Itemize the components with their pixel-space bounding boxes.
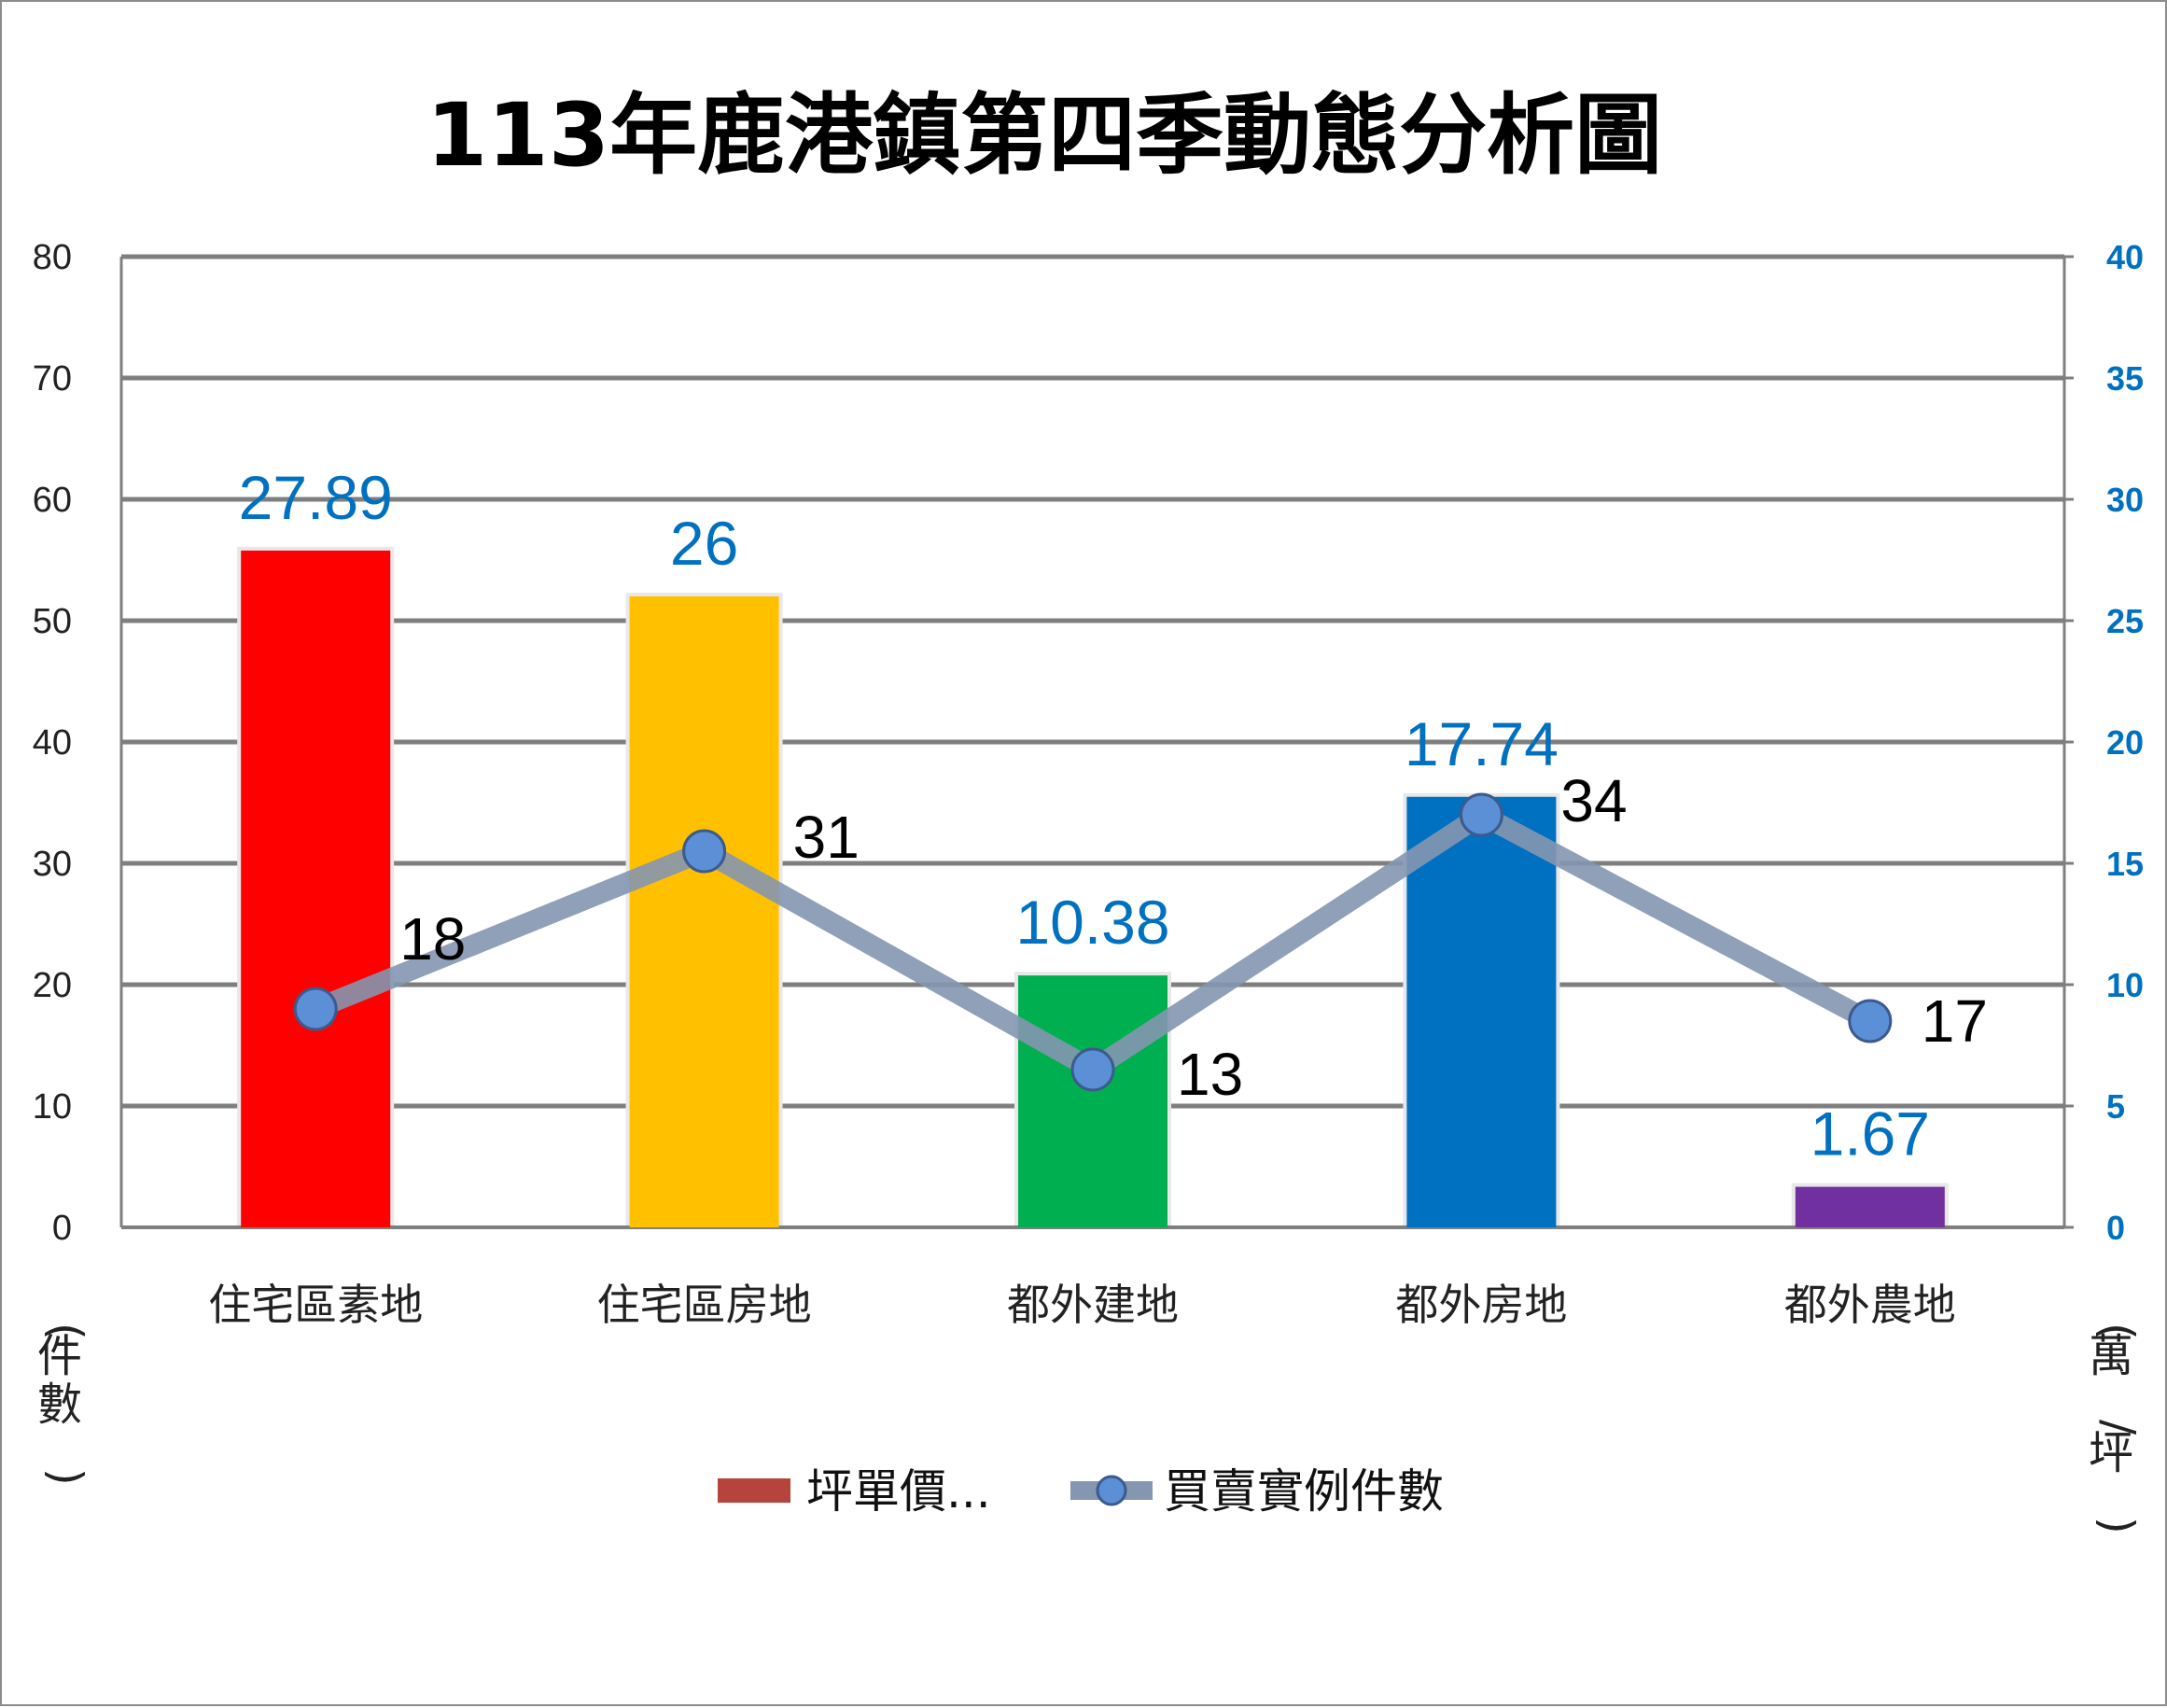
line-value-label: 17: [1922, 987, 1988, 1055]
legend-label-line: 買賣實例件數: [1164, 1464, 1444, 1519]
y2-tick-label: 0: [2106, 1209, 2125, 1247]
line-value-label: 34: [1560, 767, 1627, 834]
y2-tick-label: 5: [2106, 1087, 2125, 1126]
y-tick-label: 40: [33, 723, 72, 763]
y2-tick-label: 10: [2106, 966, 2144, 1004]
x-tick-label: 住宅區房地: [597, 1280, 812, 1330]
y-tick-label: 10: [33, 1087, 72, 1127]
y2-axis-title: (萬/坪): [2089, 1323, 2145, 1534]
line-value-label: 31: [793, 804, 860, 871]
x-tick-label: 都外房地: [1395, 1280, 1567, 1330]
y-tick-label: 60: [33, 481, 72, 520]
line-marker: [1459, 792, 1503, 837]
x-tick-label: 都外農地: [1784, 1280, 1956, 1330]
legend-swatch-bar: [718, 1478, 790, 1503]
y-tick-label: 70: [33, 359, 72, 399]
y-tick-label: 20: [33, 966, 72, 1005]
bar-value-label: 26: [670, 509, 738, 578]
legend-label-bar: 坪單價...: [806, 1464, 991, 1519]
bar: [629, 596, 779, 1227]
y-axis-title: (件數): [37, 1323, 92, 1486]
bar-value-label: 17.74: [1405, 709, 1559, 778]
y2-tick-label: 20: [2106, 723, 2144, 762]
line-marker: [682, 829, 727, 874]
line-value-label: 13: [1177, 1041, 1243, 1108]
y-tick-label: 30: [33, 845, 72, 884]
y-tick-label: 0: [52, 1209, 72, 1248]
y2-tick-label: 40: [2106, 238, 2144, 276]
x-tick-label: 都外建地: [1007, 1280, 1179, 1330]
bar: [241, 550, 391, 1227]
y-tick-label: 80: [33, 238, 72, 277]
line-series: [293, 792, 1893, 1092]
legend-swatch-marker: [1096, 1475, 1127, 1506]
line-value-label: 18: [399, 905, 466, 973]
bar-value-label: 10.38: [1015, 888, 1169, 957]
legend: 坪單價... 買賣實例件數: [718, 1464, 1444, 1519]
bar: [1795, 1186, 1945, 1227]
axes: 0 10 20 30 40 50 60 70 80 0 5 10 15 20 25 30 35 40 住宅區素地 住宅…: [33, 238, 2145, 1534]
chart-title: 113年鹿港鎮第四季動態分析圖: [426, 85, 1662, 187]
line-marker: [293, 987, 338, 1031]
y2-tick-label: 15: [2106, 845, 2144, 883]
y2-tick-label: 25: [2106, 602, 2144, 640]
data-labels: 27.89 26 10.38 17.74 1.67 18 31 13 34 17: [239, 463, 1988, 1169]
line-marker: [1070, 1047, 1115, 1092]
bar-series: [237, 546, 1949, 1227]
bar-value-label: 27.89: [239, 463, 393, 532]
y-tick-label: 50: [33, 602, 72, 641]
x-tick-label: 住宅區素地: [208, 1280, 423, 1330]
grid-lines: [121, 254, 2064, 1109]
line-marker: [1848, 999, 1893, 1043]
bar-value-label: 1.67: [1810, 1099, 1930, 1169]
bar: [1406, 796, 1557, 1227]
y2-tick-label: 30: [2106, 481, 2144, 519]
bar: [1018, 975, 1167, 1227]
y2-tick-label: 35: [2106, 359, 2144, 398]
